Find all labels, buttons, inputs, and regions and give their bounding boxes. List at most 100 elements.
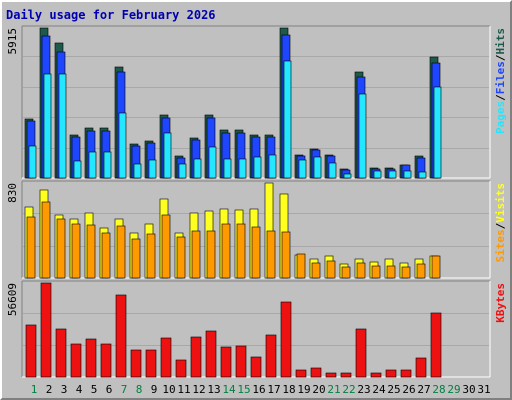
bar-sites-day-13 — [206, 230, 216, 279]
day-label-15: 15 — [237, 383, 250, 396]
bar-sites-day-10 — [161, 214, 171, 279]
chart-title: Daily usage for February 2026 — [6, 8, 216, 22]
bar-pages-day-5 — [88, 151, 97, 179]
bar-sites-day-26 — [401, 266, 411, 279]
day-label-31: 31 — [477, 383, 490, 396]
day-label-21: 21 — [327, 383, 340, 396]
bar-kbytes-day-14 — [220, 346, 232, 378]
bar-sites-day-2 — [41, 201, 51, 279]
day-label-8: 8 — [136, 383, 143, 396]
bar-pages-day-7 — [118, 112, 127, 179]
bar-pages-day-9 — [148, 159, 157, 179]
day-label-24: 24 — [372, 383, 386, 396]
bar-kbytes-day-16 — [250, 356, 262, 378]
bar-sites-day-9 — [146, 233, 156, 279]
chart-panels: 5915Pages/Files/Hits830Sites/Visits56609… — [6, 25, 507, 378]
bar-pages-day-19 — [298, 159, 307, 179]
day-label-27: 27 — [417, 383, 430, 396]
day-label-28: 28 — [432, 383, 445, 396]
bar-sites-day-19 — [296, 253, 306, 279]
bar-pages-day-4 — [73, 160, 82, 179]
bar-sites-day-28 — [431, 255, 441, 279]
day-label-29: 29 — [447, 383, 460, 396]
day-label-9: 9 — [151, 383, 158, 396]
bar-pages-day-18 — [283, 60, 292, 179]
bar-kbytes-day-1 — [25, 324, 37, 378]
bar-sites-day-20 — [311, 262, 321, 279]
day-label-2: 2 — [46, 383, 53, 396]
bar-kbytes-day-19 — [295, 369, 307, 378]
day-label-17: 17 — [267, 383, 280, 396]
bar-pages-day-6 — [103, 151, 112, 179]
panel-max-label: 830 — [6, 183, 19, 203]
bar-pages-day-17 — [268, 154, 277, 179]
bar-pages-day-26 — [403, 170, 412, 179]
bar-kbytes-day-27 — [415, 357, 427, 378]
bar-pages-day-12 — [193, 158, 202, 179]
day-label-5: 5 — [91, 383, 98, 396]
bar-pages-day-21 — [328, 162, 337, 179]
panel-max-label: 5915 — [6, 28, 19, 55]
bar-kbytes-day-11 — [175, 359, 187, 378]
bar-kbytes-day-3 — [55, 328, 67, 378]
panel-legend: Pages/Files/Hits — [494, 28, 507, 134]
legend-files: Files — [494, 61, 507, 94]
bar-pages-day-11 — [178, 163, 187, 179]
panel-kbytes: 56609 KBytes — [6, 280, 507, 378]
day-label-11: 11 — [177, 383, 190, 396]
bar-pages-day-1 — [28, 145, 37, 179]
legend-separator: / — [494, 222, 507, 229]
day-label-25: 25 — [387, 383, 400, 396]
bar-kbytes-day-22 — [340, 372, 352, 378]
bar-kbytes-day-4 — [70, 343, 82, 378]
legend-hits: Hits — [494, 28, 507, 55]
bar-sites-day-6 — [101, 232, 111, 279]
bar-kbytes-day-6 — [100, 343, 112, 378]
x-axis-day-labels: 1 2 3 4 5 6 7 8 9 10 11 12 13 14 15 16 17 18 19 20 21 22 23 24 2… — [31, 383, 491, 396]
panel-legend: Sites/Visits — [494, 183, 507, 263]
panel-max-label: 56609 — [6, 283, 19, 316]
bar-kbytes-day-18 — [280, 301, 292, 378]
bar-kbytes-day-13 — [205, 330, 217, 378]
day-label-16: 16 — [252, 383, 265, 396]
bar-kbytes-day-20 — [310, 367, 322, 378]
legend-sites: Sites — [494, 229, 507, 262]
bar-pages-day-24 — [373, 170, 382, 179]
bar-kbytes-day-5 — [85, 338, 97, 378]
day-label-30: 30 — [462, 383, 475, 396]
bar-pages-day-13 — [208, 146, 217, 179]
bar-sites-day-21 — [326, 260, 336, 279]
legend-separator: / — [494, 54, 507, 61]
bar-pages-day-2 — [43, 73, 52, 179]
bar-kbytes-day-21 — [325, 372, 337, 378]
day-label-18: 18 — [282, 383, 295, 396]
bar-kbytes-day-24 — [370, 372, 382, 378]
bar-sites-day-4 — [71, 223, 81, 279]
day-label-3: 3 — [61, 383, 68, 396]
bar-sites-day-11 — [176, 236, 186, 279]
day-label-26: 26 — [402, 383, 415, 396]
bar-pages-day-14 — [223, 158, 232, 179]
panel-legend: KBytes — [494, 283, 507, 323]
bar-kbytes-day-9 — [145, 349, 157, 378]
bar-kbytes-day-12 — [190, 336, 202, 378]
bar-sites-day-3 — [56, 218, 66, 279]
day-label-1: 1 — [31, 383, 38, 396]
bar-pages-day-28 — [433, 86, 442, 179]
legend-visits: Visits — [494, 183, 507, 223]
bar-pages-day-27 — [418, 171, 427, 179]
bar-pages-day-20 — [313, 156, 322, 179]
bar-kbytes-day-25 — [385, 369, 397, 378]
legend-pages: Pages — [494, 101, 507, 134]
bar-kbytes-day-28 — [430, 312, 442, 378]
bar-pages-day-25 — [388, 170, 397, 179]
bar-pages-day-16 — [253, 156, 262, 179]
legend-kbytes: KBytes — [494, 283, 507, 323]
bar-sites-day-8 — [131, 238, 141, 279]
bar-sites-day-22 — [341, 266, 351, 279]
bar-sites-day-14 — [221, 223, 231, 279]
day-label-7: 7 — [121, 383, 128, 396]
day-label-20: 20 — [312, 383, 325, 396]
